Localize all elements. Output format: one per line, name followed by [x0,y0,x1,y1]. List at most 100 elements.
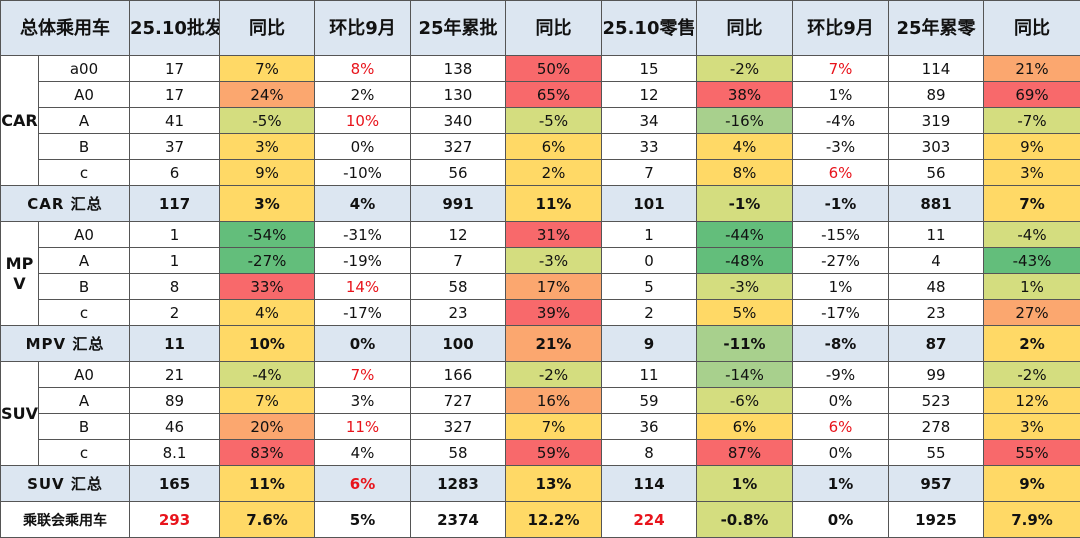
yoy-cell: -7% [984,108,1080,134]
yoy-cell: -48% [697,248,793,274]
header-wholesale: 25.10批发 [130,1,220,56]
yoy-cell: 2% [984,326,1080,362]
wholesale-cell: 17 [130,82,220,108]
retail-cell: 34 [602,108,697,134]
yoy-cell: 12% [984,388,1080,414]
cum-wholesale-cell: 340 [411,108,506,134]
wholesale-cell: 21 [130,362,220,388]
yoy-cell: 10% [220,326,315,362]
yoy-cell: 33% [220,274,315,300]
retail-cell: 101 [602,186,697,222]
mom-cell: -19% [315,248,411,274]
segment-cell: c [39,300,130,326]
mom-cell: 7% [315,362,411,388]
yoy-cell: 9% [984,466,1080,502]
yoy-cell: 21% [984,56,1080,82]
segment-cell: B [39,274,130,300]
yoy-cell: -54% [220,222,315,248]
yoy-cell: 20% [220,414,315,440]
mom-cell: 10% [315,108,411,134]
mom-cell: 4% [315,440,411,466]
segment-cell: A [39,388,130,414]
yoy-cell: 11% [506,186,602,222]
retail-cell: 224 [602,502,697,538]
yoy-cell: 38% [697,82,793,108]
mom-cell: 0% [315,134,411,160]
cum-retail-cell: 99 [889,362,984,388]
mom-cell: -15% [793,222,889,248]
yoy-cell: -11% [697,326,793,362]
yoy-cell: 7.9% [984,502,1080,538]
retail-cell: 2 [602,300,697,326]
yoy-cell: 4% [220,300,315,326]
cum-retail-cell: 319 [889,108,984,134]
yoy-cell: -4% [220,362,315,388]
cum-retail-cell: 957 [889,466,984,502]
mom-cell: 6% [793,160,889,186]
header-yoy: 同比 [506,1,602,56]
wholesale-cell: 8 [130,274,220,300]
cum-wholesale-cell: 130 [411,82,506,108]
wholesale-cell: 2 [130,300,220,326]
header-yoy: 同比 [220,1,315,56]
segment-cell: B [39,134,130,160]
yoy-cell: 31% [506,222,602,248]
wholesale-cell: 37 [130,134,220,160]
mom-cell: -3% [793,134,889,160]
mom-cell: -17% [793,300,889,326]
segment-cell: c [39,440,130,466]
yoy-cell: 3% [220,186,315,222]
mom-cell: 3% [315,388,411,414]
cum-wholesale-cell: 2374 [411,502,506,538]
yoy-cell: 7.6% [220,502,315,538]
segment-cell: A0 [39,362,130,388]
cum-wholesale-cell: 327 [411,414,506,440]
yoy-cell: 5% [697,300,793,326]
retail-cell: 33 [602,134,697,160]
mom-cell: -9% [793,362,889,388]
retail-cell: 114 [602,466,697,502]
summary-label: MPV 汇总 [1,326,130,362]
mom-cell: 0% [793,502,889,538]
group-label: CAR [1,56,39,186]
yoy-cell: -5% [220,108,315,134]
retail-cell: 12 [602,82,697,108]
mom-cell: 14% [315,274,411,300]
mom-cell: 0% [315,326,411,362]
mom-cell: -4% [793,108,889,134]
yoy-cell: 65% [506,82,602,108]
group-label: MPV [1,222,39,326]
yoy-cell: 6% [697,414,793,440]
header-mom: 环比9月 [793,1,889,56]
header-yoy: 同比 [697,1,793,56]
mom-cell: 8% [315,56,411,82]
mom-cell: -31% [315,222,411,248]
yoy-cell: 83% [220,440,315,466]
header-cum-wholesale: 25年累批 [411,1,506,56]
summary-label: SUV 汇总 [1,466,130,502]
group-label: SUV [1,362,39,466]
mom-cell: -1% [793,186,889,222]
segment-cell: A0 [39,222,130,248]
mom-cell: 1% [793,274,889,300]
mom-cell: -8% [793,326,889,362]
segment-cell: A0 [39,82,130,108]
yoy-cell: -27% [220,248,315,274]
cum-retail-cell: 48 [889,274,984,300]
yoy-cell: -1% [697,186,793,222]
yoy-cell: 7% [984,186,1080,222]
cum-wholesale-cell: 12 [411,222,506,248]
yoy-cell: 1% [984,274,1080,300]
cum-wholesale-cell: 56 [411,160,506,186]
yoy-cell: -5% [506,108,602,134]
mom-cell: 2% [315,82,411,108]
